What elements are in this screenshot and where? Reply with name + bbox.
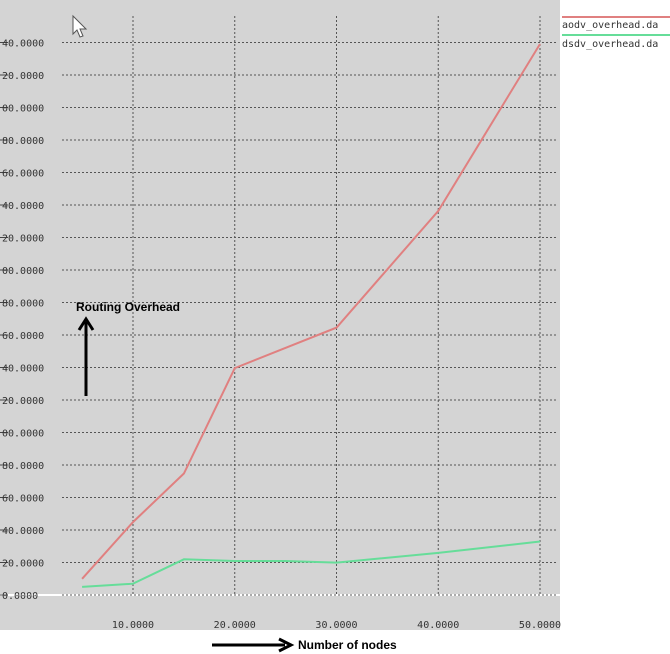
grid [0,16,558,596]
y-tick-label: 60.0000 [2,331,44,342]
series-line-aodv [81,43,541,580]
x-tick-label: 20.0000 [214,620,256,631]
y-tick-label: 60.0000 [2,494,44,505]
series-lines [81,43,541,588]
y-axis-label: Routing Overhead [76,300,180,314]
y-tick-label: 80.0000 [2,299,44,310]
y-tick-label: 0.0000 [2,591,38,602]
series-line-dsdv [82,540,541,588]
y-tick-label: 80.0000 [2,136,44,147]
y-tick-labels: 0.0000 20.0000 40.0000 60.0000 80.0000 00.000… [2,39,44,603]
legend-label-dsdv: dsdv_overhead.da [562,39,658,50]
y-tick-label: 40.0000 [2,526,44,537]
legend-label-aodv: aodv_overhead.da [562,20,658,31]
y-tick-label: 00.0000 [2,266,44,277]
bottom-annotation-band [0,630,670,654]
right-arrowhead-icon [278,637,295,653]
y-tick-label: 20.0000 [2,559,44,570]
legend-background [560,0,670,630]
y-tick-label: 40.0000 [2,39,44,50]
legend: aodv_overhead.da dsdv_overhead.da [562,16,670,50]
x-axis-label: Number of nodes [298,638,397,652]
x-tick-label: 30.0000 [315,620,357,631]
y-tick-label: 20.0000 [2,234,44,245]
y-tick-label: 20.0000 [2,71,44,82]
x-tick-labels: 10.0000 20.0000 30.0000 40.0000 50.0000 [112,620,561,631]
cursor-pointer-icon [72,14,88,38]
y-axis-annotation: Routing Overhead [76,300,180,396]
plot-background [0,0,560,630]
up-arrowhead-icon [77,316,95,331]
x-axis-annotation: Number of nodes [212,637,397,653]
x-axis-band [0,596,560,630]
y-tick-label: 00.0000 [2,104,44,115]
y-tick-label: 60.0000 [2,169,44,180]
y-tick-label: 80.0000 [2,461,44,472]
x-tick-label: 10.0000 [112,620,154,631]
y-tick-label: 40.0000 [2,201,44,212]
y-tick-label: 00.0000 [2,429,44,440]
y-tick-label: 20.0000 [2,396,44,407]
x-tick-label: 50.0000 [519,620,561,631]
x-tick-label: 40.0000 [417,620,459,631]
y-tick-label: 40.0000 [2,364,44,375]
